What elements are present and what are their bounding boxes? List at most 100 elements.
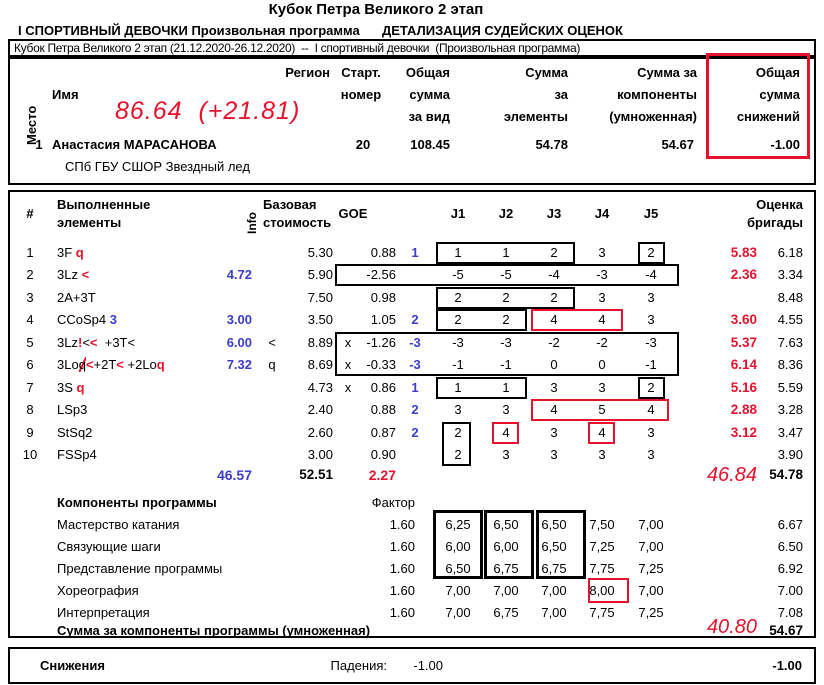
- element-info-flag: <: [268, 335, 276, 350]
- skater-component-score: 54.67: [661, 137, 694, 152]
- judge5-score: 3: [647, 425, 655, 440]
- deductions-header-line3: снижений: [736, 109, 800, 124]
- handwritten-total-delta: (+21.81): [198, 97, 301, 125]
- event-info-text: Кубок Петра Великого 2 этап (21.12.2020-…: [14, 41, 581, 55]
- info-column-header: Info: [245, 212, 259, 234]
- element-corrected-value: 7.32: [226, 357, 252, 372]
- judge3-score: 4: [550, 402, 558, 417]
- element-goe-correction: 2: [411, 312, 419, 327]
- components-sum-score: 54.67: [769, 623, 803, 638]
- region-column-header: Регион: [285, 65, 330, 80]
- judge5-header: J5: [643, 206, 659, 221]
- component-row-4: Хореография 1.60 7,00 7,00 7,00 8,00 7,0…: [10, 580, 812, 602]
- judge5-score: 3: [647, 447, 655, 462]
- element-corrected-score: 5.83: [730, 245, 757, 260]
- element-goe: 0.87: [370, 425, 396, 440]
- total-score-header-line3: за вид: [408, 109, 450, 124]
- judge2-score: 3: [502, 447, 510, 462]
- element-base-value: 3.50: [307, 312, 333, 327]
- total-goe: 2.27: [368, 467, 396, 483]
- judge4-score: 5: [598, 402, 606, 417]
- element-row-5: 5 3Lz!<< +3T< 6.00 < 8.89 x -1.26 -3 -3 …: [10, 332, 812, 354]
- component-row-2: Связующие шаги 1.60 6,00 6,00 6,50 7,25 …: [10, 536, 812, 558]
- judge5-score: 7,25: [638, 605, 664, 620]
- element-panel-score: 8.36: [777, 357, 803, 372]
- skater-club: СПб ГБУ СШОР Звездный лед: [65, 159, 250, 174]
- judge4-score: 3: [598, 245, 606, 260]
- judge4-score: 4: [598, 425, 606, 440]
- judge2-score: 7,00: [493, 583, 519, 598]
- element-number: 7: [26, 380, 34, 395]
- element-name: 3Loq<+2T< +2Loq: [57, 357, 165, 372]
- judge3-score: 0: [550, 357, 558, 372]
- element-base-value: 2.40: [307, 402, 333, 417]
- element-number: 2: [26, 267, 34, 282]
- components-sum-row: Сумма за компоненты программы (умноженна…: [10, 620, 812, 642]
- judge4-score: 7,25: [589, 539, 615, 554]
- judge3-score: 3: [550, 447, 558, 462]
- element-goe: 0.98: [370, 290, 396, 305]
- component-factor: 1.60: [389, 583, 415, 598]
- place-column-header: Место: [24, 105, 39, 145]
- judge1-score: 2: [454, 290, 462, 305]
- judge5-score: 2: [647, 245, 655, 260]
- component-panel-score: 6.92: [777, 561, 803, 576]
- judge3-score: 6,50: [541, 539, 567, 554]
- element-panel-score: 4.55: [777, 312, 803, 327]
- skater-start-number: 20: [355, 137, 371, 152]
- element-panel-score: 7.63: [777, 335, 803, 350]
- element-base-value: 5.90: [307, 267, 333, 282]
- element-goe-correction: -3: [409, 357, 421, 372]
- total-base-value: 52.51: [299, 467, 333, 482]
- element-base-value: 4.73: [307, 380, 333, 395]
- component-row-1: Мастерство катания 1.60 6,25 6,50 6,50 7…: [10, 514, 812, 536]
- score-box-r9-j4-red: [588, 422, 615, 444]
- judge5-score: 7,00: [638, 583, 664, 598]
- judge1-score: 2: [454, 447, 462, 462]
- judge1-score: -1: [452, 357, 464, 372]
- judge2-score: -1: [500, 357, 512, 372]
- score-box-r1-j5: [638, 242, 665, 264]
- judge2-score: 1: [502, 380, 510, 395]
- judge3-score: -4: [548, 267, 560, 282]
- judge2-score: -5: [500, 267, 512, 282]
- page-title: Кубок Петра Великого 2 этап: [268, 1, 484, 18]
- judge2-score: 2: [502, 290, 510, 305]
- handwritten-total-score: 86.64 (+21.81): [115, 97, 300, 126]
- element-panel-score: 3.47: [777, 425, 803, 440]
- judge2-score: 6,50: [493, 517, 519, 532]
- judge5-score: 2: [647, 380, 655, 395]
- component-name: Связующие шаги: [57, 539, 161, 554]
- element-number: 3: [26, 290, 34, 305]
- components-title: Компоненты программы: [57, 495, 217, 510]
- element-row-10: 10 FSSp4 3.00 0.90 2 3 3 3 3 3.90: [10, 444, 812, 466]
- element-panel-score: 3.34: [777, 267, 803, 282]
- element-corrected-score: 6.14: [730, 357, 757, 372]
- element-goe: 0.88: [370, 402, 396, 417]
- components-sum-label: Сумма за компоненты программы (умноженна…: [57, 623, 371, 638]
- component-name: Мастерство катания: [57, 517, 180, 532]
- judge3-score: 6,75: [541, 561, 567, 576]
- judge1-score: 2: [454, 312, 462, 327]
- category-subtitle: I СПОРТИВНЫЙ ДЕВОЧКИ Произвольная програ…: [18, 23, 360, 38]
- element-row-3: 3 2A+3T 7.50 0.98 2 2 2 3 3 8.48: [10, 287, 812, 309]
- judge5-score: 7,00: [638, 539, 664, 554]
- red-annotation-box-deductions: [706, 53, 810, 159]
- handwritten-tes: 46.84: [706, 464, 757, 486]
- deductions-total: -1.00: [772, 658, 802, 673]
- deductions-box: Снижения Падения: -1.00 -1.00: [8, 647, 816, 684]
- skater-deductions: -1.00: [770, 137, 800, 152]
- deductions-label: Снижения: [40, 658, 105, 673]
- judge3-score: 4: [550, 312, 558, 327]
- element-goe: 0.90: [370, 447, 396, 462]
- element-corrected-value: 3.00: [226, 312, 252, 327]
- component-row-5: Интерпретация 1.60 7,00 6,75 7,00 7,75 7…: [10, 602, 812, 624]
- element-name: 3S q: [57, 380, 85, 395]
- element-corrected-score: 5.16: [730, 380, 757, 395]
- element-row-8: 8 LSp3 2.40 0.88 2 3 3 4 5 4 2.88 3.28: [10, 399, 812, 421]
- element-goe: 0.86: [370, 380, 396, 395]
- element-number: 8: [26, 402, 34, 417]
- component-factor: 1.60: [389, 561, 415, 576]
- judge4-score: 7,75: [589, 605, 615, 620]
- element-goe: -2.56: [366, 267, 396, 282]
